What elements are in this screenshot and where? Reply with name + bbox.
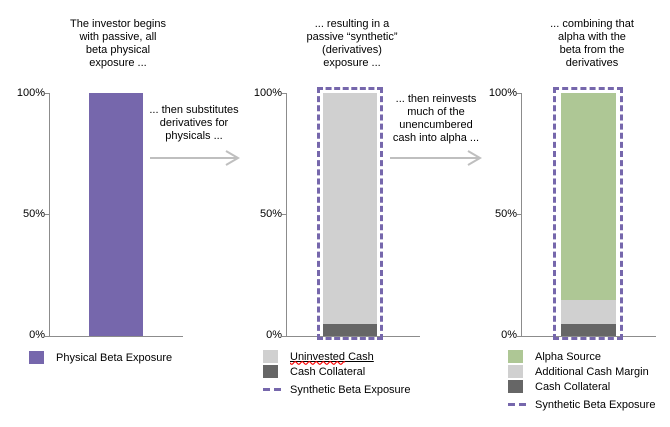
- x-axis-line: [521, 336, 656, 337]
- bar-segment-cash-collateral: [561, 323, 616, 336]
- bar-alpha-plus-beta: [561, 93, 616, 336]
- legend-item-physical-beta-exposure: Physical Beta Exposure: [29, 350, 172, 365]
- legend-label: Cash Collateral: [535, 380, 611, 393]
- legend-chart2: Uninvested Cash Cash Collateral Syntheti…: [263, 349, 410, 397]
- legend-label: Alpha Source: [535, 350, 602, 363]
- bar-segment-alpha-source: [561, 93, 616, 300]
- bar-synthetic-cash: [323, 93, 377, 336]
- legend-chart3: Alpha Source Additional Cash Margin Cash…: [508, 349, 655, 412]
- y-axis-line: [49, 93, 50, 337]
- synthetic-beta-outline: [553, 87, 623, 340]
- legend-chart1: Physical Beta Exposure: [29, 350, 172, 365]
- y-axis-line: [286, 93, 287, 337]
- axis-tick: [517, 93, 522, 94]
- bar-segment-cash-collateral: [323, 323, 377, 336]
- legend-swatch-dashed-line: [508, 403, 526, 406]
- legend-item-uninvested-cash: Uninvested Cash: [263, 349, 410, 364]
- legend-label: Physical Beta Exposure: [56, 351, 173, 364]
- annotation-step3: ... resulting in a passive “synthetic” (…: [306, 18, 398, 69]
- legend-item-cash-collateral: Cash Collateral: [263, 364, 410, 379]
- ytick-100: 100%: [488, 87, 517, 99]
- axis-tick: [45, 214, 50, 215]
- annotation-step1: The investor begins with passive, all be…: [70, 18, 166, 69]
- legend-label: Synthetic Beta Exposure: [290, 383, 411, 396]
- legend-swatch-alpha-source: [508, 350, 523, 363]
- legend-swatch-additional-cash-margin: [508, 365, 523, 378]
- bar-segment-uninvested-cash: [323, 93, 377, 324]
- synthetic-beta-outline: [317, 87, 383, 340]
- axis-tick: [282, 93, 287, 94]
- legend-swatch-cash-collateral: [263, 365, 278, 378]
- ytick-50: 50%: [22, 208, 45, 220]
- ytick-100: 100%: [16, 87, 45, 99]
- bar-physical-beta: [89, 93, 143, 336]
- legend-label: Cash Collateral: [290, 365, 366, 378]
- legend-item-alpha-source: Alpha Source: [508, 349, 655, 364]
- legend-label: Uninvested Cash: [290, 350, 374, 363]
- legend-swatch-physical-beta: [29, 351, 44, 364]
- flow-arrow-right-icon: [390, 150, 482, 166]
- annotation-step4: ... then reinvests much of the unencumbe…: [392, 93, 480, 144]
- legend-label: Synthetic Beta Exposure: [535, 398, 656, 411]
- ytick-100: 100%: [253, 87, 282, 99]
- bar-segment-additional-cash-margin: [561, 299, 616, 324]
- legend-item-synthetic-beta-exposure: Synthetic Beta Exposure: [263, 382, 410, 397]
- legend-item-additional-cash-margin: Additional Cash Margin: [508, 364, 655, 379]
- legend-swatch-cash-collateral: [508, 380, 523, 393]
- axis-tick: [282, 214, 287, 215]
- axis-tick: [517, 336, 522, 337]
- ytick-0: 0%: [501, 329, 517, 341]
- axis-tick: [517, 214, 522, 215]
- legend-label: Additional Cash Margin: [535, 365, 649, 378]
- axis-tick: [45, 93, 50, 94]
- x-axis-line: [49, 336, 183, 337]
- ytick-50: 50%: [494, 208, 517, 220]
- legend-swatch-uninvested-cash: [263, 350, 278, 363]
- y-axis-line: [521, 93, 522, 337]
- ytick-0: 0%: [266, 329, 282, 341]
- annotation-step2: ... then substitutes derivatives for phy…: [149, 104, 239, 142]
- ytick-50: 50%: [259, 208, 282, 220]
- annotation-step5: ... combining that alpha with the beta f…: [550, 18, 634, 69]
- legend-swatch-dashed-line: [263, 388, 281, 391]
- ytick-0: 0%: [29, 329, 45, 341]
- flow-arrow-right-icon: [150, 150, 240, 166]
- legend-item-cash-collateral: Cash Collateral: [508, 379, 655, 394]
- legend-item-synthetic-beta-exposure: Synthetic Beta Exposure: [508, 397, 655, 412]
- x-axis-line: [286, 336, 420, 337]
- bar-segment-physical-beta-exposure: [89, 93, 143, 336]
- axis-tick: [282, 336, 287, 337]
- axis-tick: [45, 336, 50, 337]
